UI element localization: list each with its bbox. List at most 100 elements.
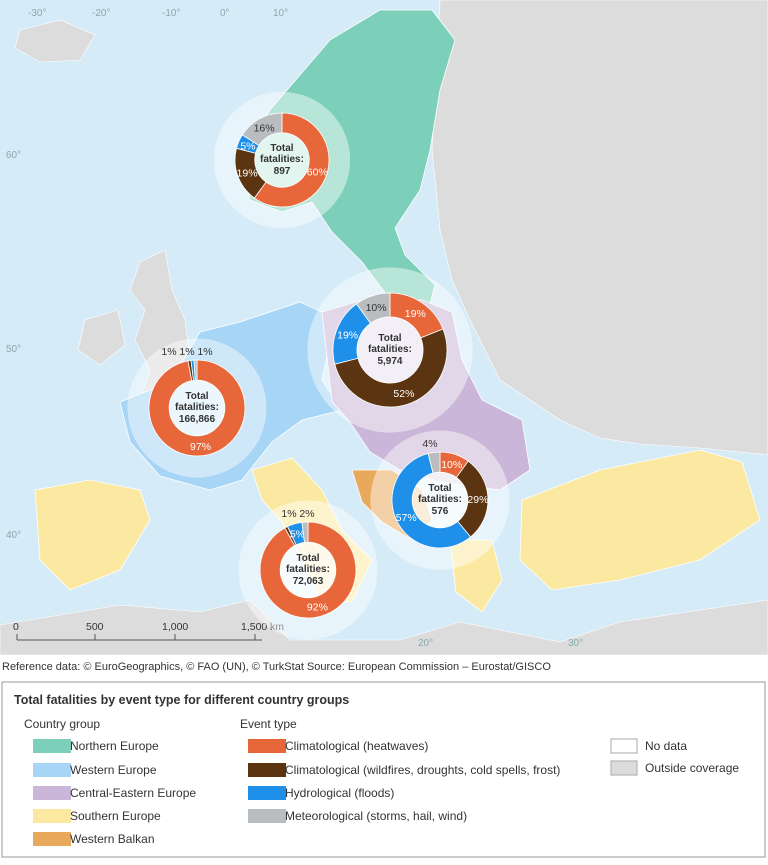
legend-swatch — [248, 786, 286, 800]
scale-label: km — [270, 621, 284, 633]
ireland-land — [77, 309, 126, 366]
legend-swatch — [33, 739, 71, 753]
legend-swatch — [248, 739, 286, 753]
legend-label: No data — [645, 739, 687, 753]
legend-box — [1, 681, 766, 858]
donut-total-value: 5,974 — [377, 355, 403, 367]
legend-swatch — [610, 760, 638, 776]
donut-total: Total fatalities:897 — [255, 136, 310, 184]
africa-land — [0, 599, 768, 656]
donut-segment — [259, 521, 357, 619]
donut-value-label: 19% — [405, 308, 426, 320]
legend-label: Hydrological (floods) — [285, 786, 394, 800]
donut-value-label: 97% — [190, 441, 211, 453]
donut-total: Total fatalities:576 — [412, 476, 468, 524]
donut: 10% 29% 57% 4% Total fatalities:576 — [370, 430, 510, 570]
legend-label: Climatological (heatwaves) — [285, 739, 428, 753]
iceland-land — [14, 19, 96, 63]
donut-center — [412, 472, 468, 528]
outside-coverage — [0, 0, 768, 656]
donut-caption: Total fatalities: — [260, 142, 304, 166]
graticule-label: 50° — [6, 344, 21, 355]
legend-swatch — [248, 809, 286, 823]
graticule-label: 20° — [418, 638, 433, 649]
donut-total-value: 897 — [273, 165, 291, 177]
donut-segment — [148, 359, 246, 457]
legend-label: Outside coverage — [645, 761, 739, 775]
legend-swatch — [33, 832, 71, 846]
graticule-label: -10° — [162, 8, 180, 19]
reference-text: Reference data: © EuroGeographics, © FAO… — [2, 661, 551, 673]
donut-value-label: 19% — [237, 168, 258, 180]
graticule-label: 60° — [6, 150, 21, 161]
donut-total: Total fatalities:166,866 — [169, 384, 225, 432]
donut-total-value: 576 — [431, 505, 449, 517]
donut-total-box: Total fatalities: 576 — [412, 476, 468, 524]
graticule-label: 40° — [6, 530, 21, 541]
scale-label: 500 — [86, 621, 104, 633]
graticule-label: 10° — [273, 8, 288, 19]
donut-value-label: 52% — [393, 388, 414, 400]
donut-value-label: 19% — [337, 330, 358, 342]
donut-total-value: 166,866 — [178, 413, 216, 425]
donut-value-label: 10% — [441, 459, 462, 471]
donut-value-label: 1% — [179, 346, 194, 358]
donut-segment — [193, 359, 198, 381]
donut-center — [254, 132, 310, 188]
legend-title: Total fatalities by event type for diffe… — [14, 693, 349, 707]
donut-segment — [241, 112, 283, 146]
donut-center — [356, 316, 424, 384]
legend-header: Country group — [24, 717, 100, 731]
donut-segment — [301, 521, 309, 543]
donut-total: Total fatalities:72,063 — [280, 546, 336, 594]
graticule-label: 0° — [220, 8, 230, 19]
donut-value-label: 10% — [366, 302, 387, 314]
donut-caption: Total fatalities: — [418, 482, 462, 506]
donut-caption: Total fatalities: — [368, 332, 412, 356]
donut: 97%1% 1% 1%Total fatalities:166,866 — [127, 338, 267, 478]
legend-label: Climatological (wildfires, droughts, col… — [285, 763, 560, 777]
legend-label: Northern Europe — [70, 739, 159, 753]
legend-label: Southern Europe — [70, 809, 161, 823]
donut-segment — [427, 451, 441, 474]
east-land — [431, 0, 768, 456]
graticule-label: -20° — [92, 8, 110, 19]
legend-swatch — [33, 809, 71, 823]
donut-value-label: 5% — [240, 140, 255, 152]
donut-value-label: 1% — [281, 508, 296, 520]
donut-segment — [355, 292, 391, 324]
scale-bar — [16, 634, 262, 641]
donut-total-box: Total fatalities: 5,974 — [357, 326, 423, 374]
graticule-label: 30° — [568, 638, 583, 649]
donut: 60% 19% 5% 16% Total fatalities:897 — [213, 91, 351, 229]
donut-center — [280, 542, 336, 598]
legend-swatch — [33, 786, 71, 800]
donut-caption: Total fatalities: — [175, 390, 219, 414]
donut-value-label: 4% — [422, 438, 437, 450]
legend-label: Meteorological (storms, hail, wind) — [285, 809, 467, 823]
iberia — [34, 479, 151, 591]
donut-total-box: Total fatalities: 166,866 — [169, 384, 225, 432]
donut-value-label: 16% — [254, 122, 275, 134]
donut-value-label: 57% — [396, 512, 417, 524]
legend-label: Central-Eastern Europe — [70, 786, 196, 800]
donut: 92% 5% 1% 2% Total fatalities:72,063 — [238, 500, 378, 640]
donut-caption: Total fatalities: — [286, 552, 330, 576]
donut-value-label: 1% — [161, 346, 176, 358]
donut-value-label: 1% — [197, 346, 212, 358]
scale-label: 1,500 — [241, 621, 267, 633]
legend-swatch — [33, 763, 71, 777]
donut-segment — [391, 453, 472, 549]
legend-label: Western Balkan — [70, 832, 155, 846]
legend-swatch — [248, 763, 286, 777]
donut-value-label: 92% — [307, 602, 328, 614]
donut-total-box: Total fatalities: 897 — [255, 136, 310, 184]
donut-total-box: Total fatalities: 72,063 — [280, 546, 336, 594]
donut-total-value: 72,063 — [292, 575, 324, 587]
legend-header: Event type — [240, 717, 297, 731]
donut-segment — [334, 328, 448, 408]
northern-europe — [239, 9, 456, 323]
